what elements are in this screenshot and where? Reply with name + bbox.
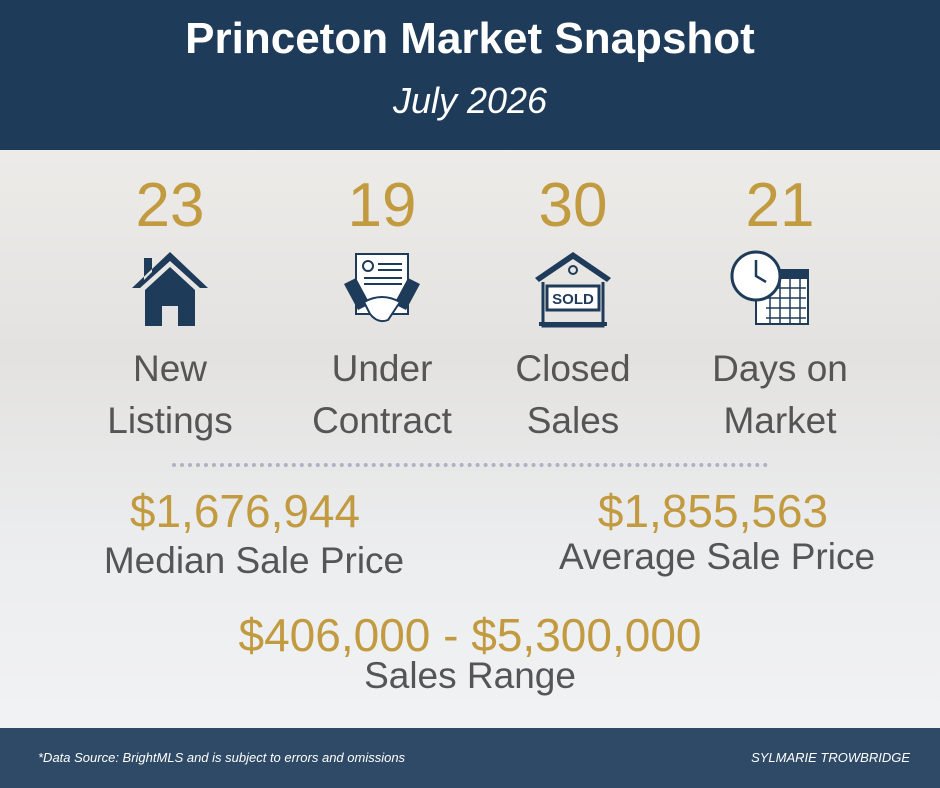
stat-value: 19 bbox=[347, 171, 417, 240]
footer-source: *Data Source: BrightMLS and is subject t… bbox=[38, 750, 406, 765]
title: Princeton Market Snapshot bbox=[185, 14, 755, 63]
stat-label: New Listings bbox=[107, 348, 233, 441]
stat-value: 23 bbox=[135, 171, 205, 240]
stat-value: 21 bbox=[745, 171, 815, 240]
svg-text:SOLD: SOLD bbox=[552, 291, 594, 308]
calendar-icon bbox=[730, 250, 809, 325]
price-value: $1,676,944 bbox=[129, 485, 361, 537]
header-bar bbox=[0, 0, 940, 150]
range-value: $406,000 - $5,300,000 bbox=[238, 609, 702, 661]
stat-label: Closed Sales bbox=[515, 348, 631, 441]
footer-author: SYLMARIE TROWBRIDGE bbox=[751, 750, 910, 765]
subtitle: July 2026 bbox=[392, 80, 548, 121]
price-label: Median Sale Price bbox=[103, 540, 405, 581]
divider bbox=[172, 463, 768, 467]
sold-icon: SOLD bbox=[535, 252, 611, 328]
range-label: Sales Range bbox=[364, 655, 576, 696]
stat-label: Under Contract bbox=[312, 348, 452, 441]
stat-value: 30 bbox=[538, 171, 608, 240]
handshake-icon bbox=[344, 253, 420, 323]
footer-bar bbox=[0, 728, 940, 788]
price-value: $1,855,563 bbox=[597, 485, 829, 537]
stat-label: Days on Market bbox=[712, 348, 848, 441]
price-label: Average Sale Price bbox=[558, 536, 876, 577]
house-icon bbox=[132, 252, 208, 326]
